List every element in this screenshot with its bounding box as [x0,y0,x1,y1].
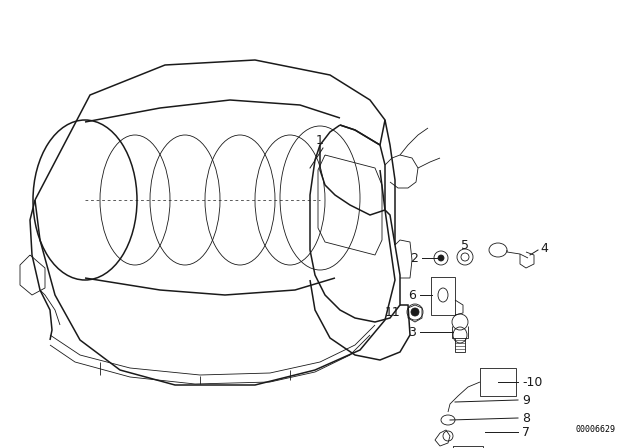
Ellipse shape [438,255,444,261]
Text: 7: 7 [522,426,530,439]
Text: 4: 4 [540,241,548,254]
Text: 1: 1 [316,134,324,146]
Text: 3: 3 [408,326,416,339]
Ellipse shape [411,308,419,316]
Text: 2: 2 [410,251,418,264]
Text: 9: 9 [522,393,530,406]
Ellipse shape [443,431,453,441]
Text: 5: 5 [461,238,469,251]
Text: 6: 6 [408,289,416,302]
Text: 11: 11 [384,306,400,319]
Text: -10: -10 [522,375,542,388]
Text: 8: 8 [522,412,530,425]
Text: 00006629: 00006629 [575,425,615,434]
